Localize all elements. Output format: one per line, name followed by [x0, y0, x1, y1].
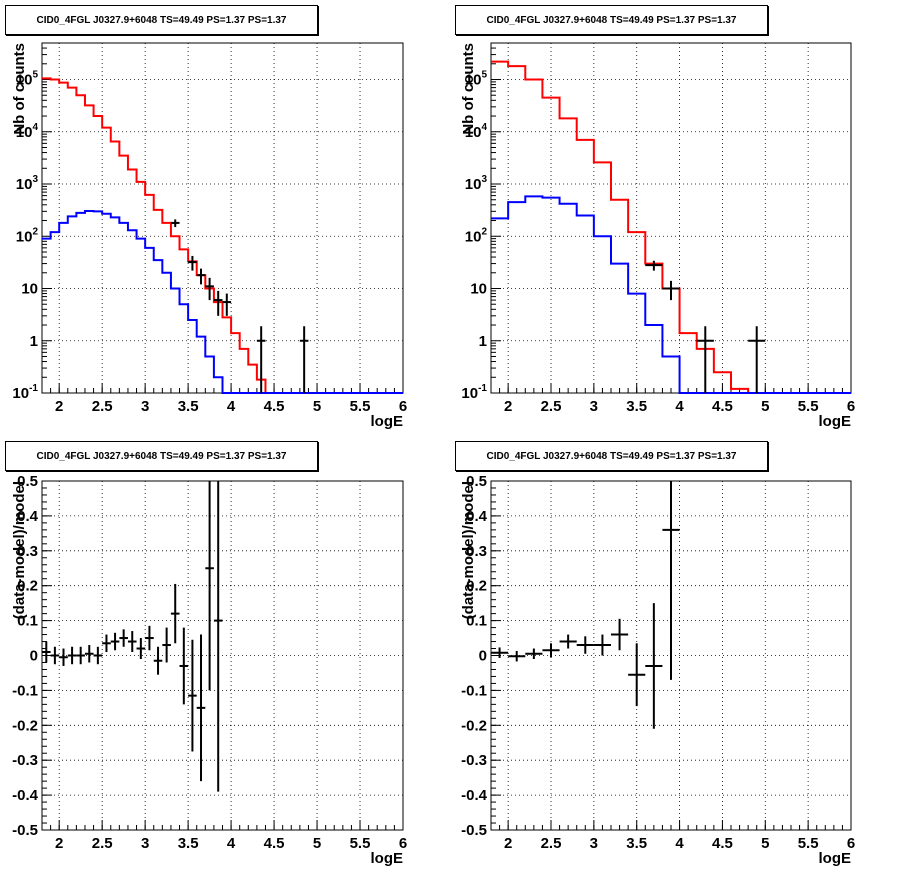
y-tick-label: 0.5 — [466, 473, 487, 490]
x-tick-label: 5 — [761, 398, 769, 415]
x-tick-label: 4 — [227, 398, 236, 415]
y-tick-label: 1 — [30, 333, 38, 350]
x-tick-label: 5 — [313, 835, 321, 852]
y-tick-label: -0.1 — [461, 682, 487, 699]
x-tick-label: 5.5 — [350, 835, 371, 852]
x-axis-title: logE — [819, 850, 852, 867]
x-tick-label: 3.5 — [178, 835, 199, 852]
x-axis-title: logE — [371, 413, 404, 430]
y-tick-label: -0.5 — [12, 822, 38, 839]
y-axis-title: Nb of counts — [460, 43, 477, 135]
y-tick-label: 0.4 — [466, 508, 488, 525]
x-tick-label: 2.5 — [92, 835, 113, 852]
y-tick-label: -0.5 — [461, 822, 487, 839]
y-tick-label: -0.1 — [12, 682, 38, 699]
x-tick-label: 3 — [590, 398, 598, 415]
y-tick-label: 0.1 — [17, 613, 38, 630]
x-axis-title: logE — [371, 850, 404, 867]
x-tick-label: 6 — [847, 835, 855, 852]
x-tick-label: 3 — [141, 835, 149, 852]
y-tick-label: 1 — [479, 333, 487, 350]
y-tick-label: 0.3 — [17, 543, 38, 560]
chart-bottom-right: 2 2.5 3 3.5 4 4.5 5 5.5 6 -0.5 -0.4 -0.3 -0.2 -0.1 0 0.… — [460, 473, 855, 867]
y-tick-label: 10 — [21, 281, 38, 298]
y-tick-label: 0.3 — [466, 543, 487, 560]
y-tick-label: 103 — [465, 174, 488, 193]
panel-top-right: 2 2.5 3 3.5 4 4.5 5 5.5 6 10-1 1 10 102 103 104 105 logE… — [449, 0, 898, 437]
y-tick-label: 0.4 — [17, 508, 39, 525]
panel-bottom-right: 2 2.5 3 3.5 4 4.5 5 5.5 6 -0.5 -0.4 -0.3 -0.2 -0.1 0 0.… — [449, 437, 898, 875]
y-tick-label: 102 — [465, 226, 488, 245]
x-tick-label: 3.5 — [178, 398, 199, 415]
y-tick-label: -0.3 — [12, 752, 38, 769]
panel-bottom-left: 2 2.5 3 3.5 4 4.5 5 5.5 6 -0.5 -0.4 -0.3 -0.2 -0.1 0 0.… — [0, 437, 449, 875]
y-tick-label: 0 — [479, 648, 487, 665]
chart-top-right: 2 2.5 3 3.5 4 4.5 5 5.5 6 10-1 1 10 102 103 104 105 logE… — [460, 42, 855, 430]
panel-top-left: 2 2.5 3 3.5 4 4.5 5 5.5 6 10-1 1 10 102 103 104 105 logE… — [0, 0, 449, 437]
total-model-line — [42, 77, 403, 394]
x-tick-label: 6 — [399, 398, 407, 415]
x-tick-label: 6 — [399, 835, 407, 852]
x-tick-label: 2.5 — [541, 835, 562, 852]
x-tick-label: 5.5 — [350, 398, 371, 415]
y-tick-label: 10-1 — [461, 383, 487, 402]
y-tick-label: -0.4 — [461, 787, 488, 804]
chart-title: CID0_4FGL J0327.9+6048 TS=49.49 PS=1.37 … — [455, 441, 768, 471]
x-tick-label: 2.5 — [92, 398, 113, 415]
y-tick-label: 102 — [16, 226, 39, 245]
x-tick-label: 5 — [761, 835, 769, 852]
y-tick-label: -0.2 — [461, 717, 487, 734]
y-tick-label: 105 — [465, 70, 488, 89]
y-tick-label: -0.3 — [461, 752, 487, 769]
x-tick-label: 3 — [141, 398, 149, 415]
x-tick-label: 2 — [504, 835, 512, 852]
x-tick-label: 4 — [675, 835, 684, 852]
plot-frame — [41, 480, 404, 831]
y-tick-label: -0.2 — [12, 717, 38, 734]
y-tick-label: 104 — [16, 122, 39, 141]
y-tick-label: 10-1 — [12, 383, 38, 402]
y-axis-title: (data-model)/model — [11, 481, 28, 619]
total-model-line — [491, 60, 851, 394]
x-tick-label: 4 — [675, 398, 684, 415]
y-tick-label: 0 — [30, 648, 38, 665]
x-tick-label: 4.5 — [712, 835, 733, 852]
x-tick-label: 4.5 — [264, 835, 285, 852]
x-tick-label: 3 — [590, 835, 598, 852]
y-axis-title: (data-model)/model — [460, 481, 477, 619]
x-tick-label: 2.5 — [541, 398, 562, 415]
x-tick-label: 4.5 — [264, 398, 285, 415]
y-tick-label: 0.2 — [17, 578, 38, 595]
x-tick-label: 5.5 — [798, 835, 819, 852]
chart-bottom-left: 2 2.5 3 3.5 4 4.5 5 5.5 6 -0.5 -0.4 -0.3 -0.2 -0.1 0 0.… — [11, 473, 407, 867]
x-tick-label: 5.5 — [798, 398, 819, 415]
x-tick-label: 6 — [847, 398, 855, 415]
y-tick-label: 0.2 — [466, 578, 487, 595]
x-tick-label: 4 — [227, 835, 236, 852]
source-model-line — [491, 195, 851, 394]
y-tick-label: -0.4 — [12, 787, 39, 804]
chart-title: CID0_4FGL J0327.9+6048 TS=49.49 PS=1.37 … — [5, 441, 318, 471]
chart-title: CID0_4FGL J0327.9+6048 TS=49.49 PS=1.37 … — [5, 5, 318, 35]
y-tick-label: 10 — [470, 281, 487, 298]
x-axis-title: logE — [819, 413, 852, 430]
y-tick-label: 103 — [16, 174, 39, 193]
source-model-line — [42, 209, 403, 394]
y-tick-label: 0.5 — [17, 473, 38, 490]
x-tick-label: 2 — [55, 835, 63, 852]
x-tick-label: 4.5 — [712, 398, 733, 415]
y-axis-title: Nb of counts — [11, 43, 28, 135]
y-tick-label: 104 — [465, 122, 488, 141]
y-tick-label: 0.1 — [466, 613, 487, 630]
chart-title: CID0_4FGL J0327.9+6048 TS=49.49 PS=1.37 … — [455, 5, 768, 35]
y-tick-label: 105 — [16, 70, 39, 89]
x-tick-label: 5 — [313, 398, 321, 415]
x-tick-label: 3.5 — [626, 835, 647, 852]
x-tick-label: 2 — [504, 398, 512, 415]
chart-top-left: 2 2.5 3 3.5 4 4.5 5 5.5 6 10-1 1 10 102 103 104 105 logE… — [11, 42, 407, 430]
x-tick-label: 3.5 — [626, 398, 647, 415]
x-tick-label: 2 — [55, 398, 63, 415]
